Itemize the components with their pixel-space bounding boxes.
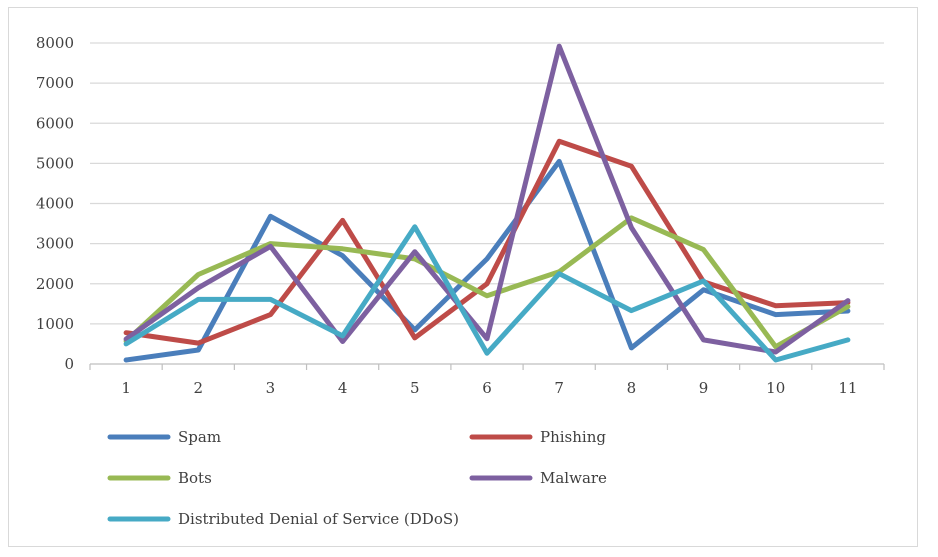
y-tick-label: 3000 xyxy=(36,235,74,253)
y-tick-label: 4000 xyxy=(36,195,74,213)
y-tick-label: 8000 xyxy=(36,34,74,52)
x-tick-label: 4 xyxy=(338,379,348,397)
x-tick-label: 1 xyxy=(121,379,131,397)
x-tick-label: 7 xyxy=(554,379,564,397)
x-tick-label: 8 xyxy=(627,379,637,397)
x-tick-label: 9 xyxy=(699,379,709,397)
series-line-3 xyxy=(123,43,851,355)
y-tick-label: 7000 xyxy=(36,74,74,92)
y-tick-label: 5000 xyxy=(36,154,74,172)
legend-label: Phishing xyxy=(540,428,606,446)
legend-label: Bots xyxy=(178,469,212,487)
series-line-2 xyxy=(123,215,851,350)
legend-label: Malware xyxy=(540,469,607,487)
x-tick-label: 3 xyxy=(266,379,276,397)
y-tick-label: 0 xyxy=(64,355,74,373)
legend-label: Distributed Denial of Service (DDoS) xyxy=(178,510,459,528)
series-line-1 xyxy=(123,138,851,346)
x-tick-label: 2 xyxy=(193,379,203,397)
x-tick-label: 11 xyxy=(838,379,857,397)
legend-label: Spam xyxy=(178,428,221,446)
y-tick-label: 2000 xyxy=(36,275,74,293)
y-tick-label: 6000 xyxy=(36,114,74,132)
chart-frame xyxy=(8,7,918,547)
y-tick-label: 1000 xyxy=(36,315,74,333)
x-tick-label: 6 xyxy=(482,379,492,397)
series-line-4 xyxy=(123,224,851,363)
x-tick-label: 5 xyxy=(410,379,420,397)
x-tick-label: 10 xyxy=(766,379,785,397)
